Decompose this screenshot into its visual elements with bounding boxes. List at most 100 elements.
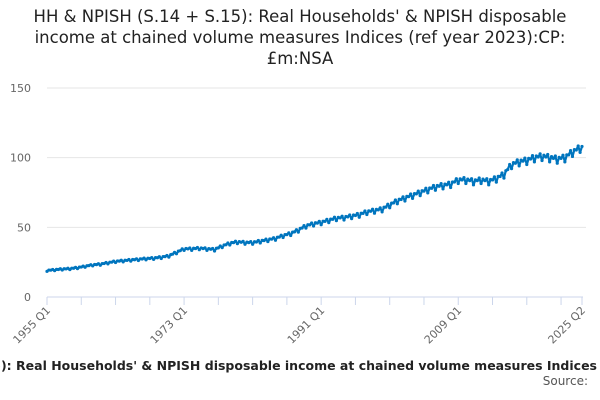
data-point [546,152,550,157]
data-point [388,206,392,210]
data-point [490,178,495,182]
data-point [287,231,291,235]
data-point [563,160,567,164]
data-point [327,221,331,225]
data-point [492,175,497,179]
data-point [487,183,491,187]
data-point [391,201,396,205]
data-point [525,162,529,167]
data-point [332,215,337,219]
data-point [211,246,215,251]
data-point [456,181,460,186]
data-point [479,181,483,186]
data-point [568,149,573,153]
data-point [281,235,285,240]
data-point [555,161,559,165]
data-point [498,174,502,179]
data-point [409,192,413,196]
data-point [445,183,449,187]
y-tick-label: 50 [17,221,31,234]
data-point [384,205,388,209]
data-point [403,199,407,203]
data-point [292,230,297,234]
data-point [319,223,323,227]
data-point [350,217,354,221]
data-point [544,155,548,159]
data-point [460,178,464,182]
data-point [308,223,312,227]
data-point [414,192,418,196]
data-point [188,246,192,250]
data-point [378,206,382,210]
data-point [264,237,268,241]
data-point [393,198,398,202]
data-point [530,153,535,158]
data-point [431,183,436,188]
data-point [576,144,580,148]
data-point [235,242,239,246]
data-point [424,186,428,190]
data-point [304,226,308,230]
data-point [370,207,375,211]
data-point [426,191,430,195]
data-point [243,242,247,246]
y-tick-label: 150 [10,82,31,95]
data-point [429,186,434,190]
data-point [477,176,481,180]
data-point [310,221,314,225]
data-point [513,161,517,165]
data-point [203,246,207,250]
data-point [372,211,377,215]
data-point [494,180,498,184]
data-point [325,217,329,221]
data-point [296,230,300,234]
data-point [532,160,537,164]
data-point [475,179,479,183]
data-point [483,179,487,183]
data-point [251,242,255,246]
data-point [395,202,399,206]
data-point [536,155,540,159]
data-point [369,209,373,213]
data-point [468,179,472,183]
data-point [386,202,390,206]
data-point [317,219,321,223]
data-point [553,154,557,158]
data-point [469,177,474,181]
data-point [454,177,458,181]
y-tick-label: 100 [10,152,31,165]
data-point [311,224,316,228]
data-point [376,208,380,212]
data-point [517,164,521,168]
data-point [578,150,582,154]
data-point [437,184,441,188]
x-tick-label: 1973 Q1 [148,304,191,347]
data-point [515,158,519,162]
data-point [433,188,437,192]
data-point [464,181,468,186]
data-point [548,160,552,164]
data-point [447,180,451,184]
data-point [266,239,270,244]
data-point [551,156,556,160]
x-tick-label: 1955 Q1 [11,304,54,347]
data-point [228,243,232,247]
data-point [441,187,445,191]
data-point [167,255,171,259]
data-point [212,249,217,253]
data-point [361,211,365,215]
data-point [422,189,426,193]
data-point [279,233,283,237]
data-point [418,194,422,198]
data-point [399,197,403,202]
data-point [485,177,489,181]
data-point [294,228,299,232]
data-point [574,148,578,152]
data-point [302,223,306,228]
data-point [357,215,361,219]
data-point [567,153,571,157]
data-point [452,180,457,184]
data-point [509,167,514,171]
data-point [340,214,344,218]
data-point [407,195,411,199]
